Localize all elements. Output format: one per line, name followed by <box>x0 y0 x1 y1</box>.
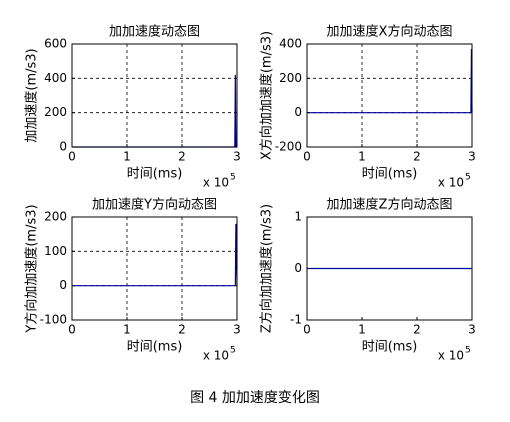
y-tick-label: 1 <box>294 210 302 224</box>
y-tick-label: 200 <box>279 71 302 85</box>
y-tick-label: 0 <box>294 105 302 119</box>
y-tick-label: 200 <box>44 105 67 119</box>
x-tick-label: 2 <box>413 323 421 337</box>
x-tick-label: 1 <box>358 150 366 164</box>
y-tick-label: -200 <box>275 140 302 154</box>
data-line <box>72 223 238 287</box>
x-multiplier-exponent: 5 <box>465 173 471 183</box>
y-tick-label: 600 <box>44 37 67 51</box>
x-tick-label: 0 <box>303 150 311 164</box>
chart-title: 加加速度动态图 <box>109 24 200 40</box>
x-axis-label: 时间(ms) <box>362 340 418 355</box>
x-tick-label: 3 <box>233 150 241 164</box>
y-axis-label: X方向加加速度(m/s3) <box>259 31 275 160</box>
x-tick-label: 1 <box>123 150 131 164</box>
y-axis-label: Z方向加加速度(m/s3) <box>259 204 275 333</box>
x-multiplier-exponent: 5 <box>230 173 236 183</box>
axes-box <box>306 43 473 148</box>
x-tick-label: 2 <box>178 323 186 337</box>
chart-title: 加加速度Y方向动态图 <box>92 197 217 213</box>
x-multiplier: x 10 <box>203 349 229 363</box>
chart-title: 加加速度X方向动态图 <box>327 24 453 40</box>
axes-box <box>306 216 473 321</box>
y-tick-label: 0 <box>59 278 67 292</box>
x-axis-label: 时间(ms) <box>362 167 418 182</box>
y-tick-label: -100 <box>40 313 67 327</box>
x-tick-label: 1 <box>358 323 366 337</box>
x-tick-label: 2 <box>178 150 186 164</box>
y-tick-label: 0 <box>59 140 67 154</box>
y-tick-label: -1 <box>290 313 302 327</box>
y-tick-label: 100 <box>44 244 67 258</box>
y-axis-label: 加加速度(m/s3) <box>24 48 40 142</box>
y-tick-label: 400 <box>279 37 302 51</box>
axes-box <box>71 43 238 148</box>
x-tick-label: 3 <box>468 323 476 337</box>
axes-box <box>71 216 238 321</box>
x-multiplier: x 10 <box>438 349 464 363</box>
x-tick-label: 3 <box>233 323 241 337</box>
x-tick-label: 1 <box>123 323 131 337</box>
x-tick-label: 0 <box>303 323 311 337</box>
x-axis-label: 时间(ms) <box>127 340 183 355</box>
x-tick-label: 0 <box>68 150 76 164</box>
x-multiplier-exponent: 5 <box>465 346 471 356</box>
x-tick-label: 3 <box>468 150 476 164</box>
x-tick-label: 0 <box>68 323 76 337</box>
plot-area <box>72 44 237 147</box>
y-tick-label: 400 <box>44 71 67 85</box>
caption: 图 4 加加速度变化图 <box>190 390 320 406</box>
plot-area <box>72 217 237 320</box>
y-tick-label: 200 <box>44 210 67 224</box>
x-multiplier: x 10 <box>438 176 464 190</box>
x-axis-label: 时间(ms) <box>127 167 183 182</box>
chart-title: 加加速度Z方向动态图 <box>327 197 453 213</box>
x-tick-label: 2 <box>413 150 421 164</box>
y-axis-label: Y方向加加速度(m/s3) <box>24 204 40 333</box>
plot-area <box>307 44 472 147</box>
x-multiplier-exponent: 5 <box>230 346 236 356</box>
y-tick-label: 0 <box>294 261 302 275</box>
x-multiplier: x 10 <box>203 176 229 190</box>
